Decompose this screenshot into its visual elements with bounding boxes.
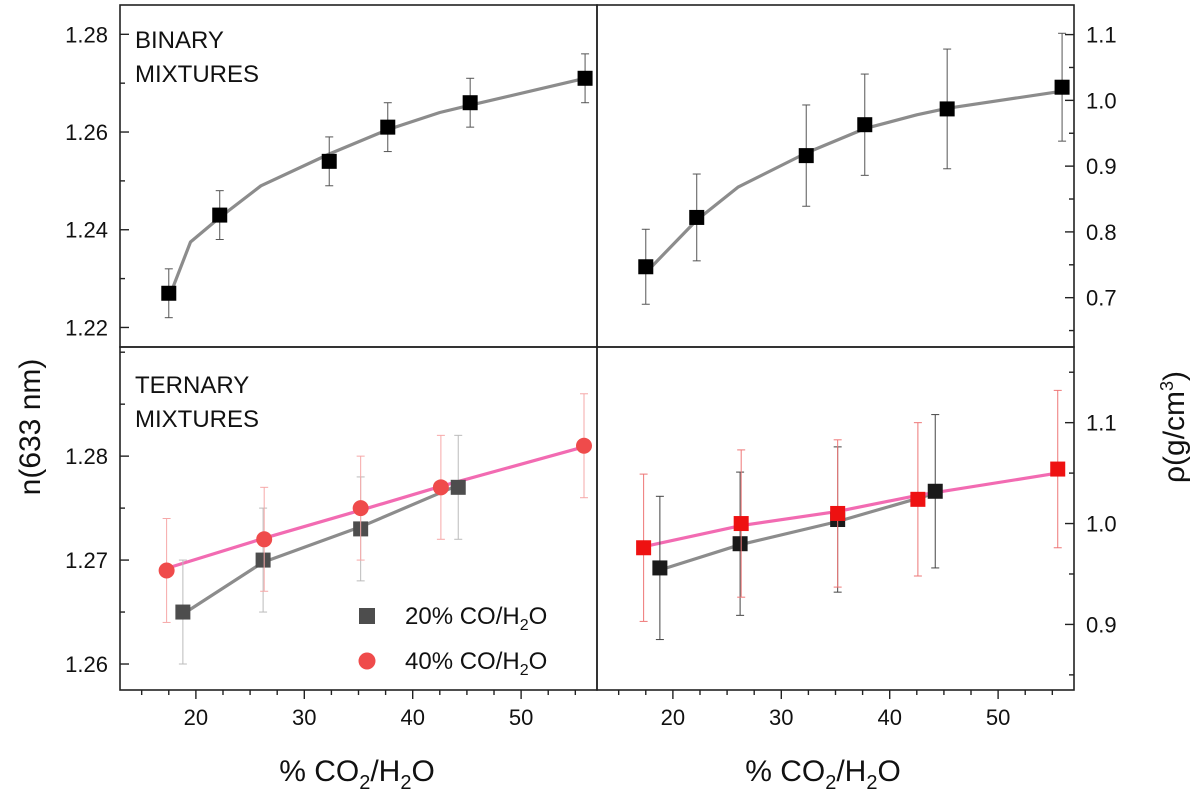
data-point-ternary-density-s0-0: [652, 560, 668, 576]
right-x-title-mid: /H: [836, 755, 866, 788]
y-tick-label-ternary-density: 1.0: [1086, 512, 1117, 537]
legend-40pct-main: 40% CO/H: [405, 648, 520, 675]
data-point-ternary-density-s1-1: [733, 516, 749, 532]
data-point-ternary-refractive-index-s1-4: [575, 437, 592, 454]
ternary-label-line-2: MIXTURES: [135, 406, 259, 433]
left-x-title-end: O: [411, 755, 434, 788]
x-tick-label-ternary-density: 50: [986, 705, 1010, 730]
data-point-binary-density-s0-1: [689, 209, 705, 225]
panel-frame-binary-refractive-index: [119, 4, 598, 348]
data-point-binary-density-s0-0: [638, 259, 654, 275]
right-x-title-sub2: 2: [866, 772, 877, 791]
chart-data-layer: [158, 32, 1070, 665]
x-tick-label-ternary-refractive-index: 40: [400, 705, 424, 730]
data-point-binary-density-s0-5: [1054, 79, 1070, 95]
data-point-ternary-refractive-index-s1-3: [432, 479, 449, 496]
legend-marker-40pct: [358, 652, 376, 670]
data-point-ternary-refractive-index-s1-0: [158, 562, 175, 579]
legend-label-20pct: 20% CO/H2O: [405, 603, 547, 634]
x-tick-label-ternary-density: 20: [661, 705, 685, 730]
y-tick-label-binary-refractive-index: 1.22: [65, 315, 108, 340]
legend-20pct-main: 20% CO/H: [405, 603, 520, 630]
x-tick-label-ternary-refractive-index: 30: [292, 705, 316, 730]
y-tick-label-ternary-density: 1.1: [1086, 411, 1117, 436]
y-tick-label-ternary-refractive-index: 1.26: [65, 652, 108, 677]
right-x-title-main: % CO: [745, 755, 825, 788]
data-point-binary-refractive-index-s0-3: [380, 119, 396, 135]
data-point-binary-density-s0-4: [939, 101, 955, 117]
data-point-binary-refractive-index-s0-0: [161, 285, 177, 301]
right-x-title-sub1: 2: [825, 772, 836, 791]
y-tick-label-binary-density: 0.8: [1086, 220, 1117, 245]
left-y-axis-title: n(633 nm): [14, 359, 47, 496]
y-tick-label-binary-refractive-index: 1.28: [65, 22, 108, 47]
right-y-title-main: ρ(g/cm: [1158, 391, 1191, 483]
y-tick-label-binary-density: 0.9: [1086, 154, 1117, 179]
legend-marker-20pct: [359, 608, 375, 624]
data-point-binary-density-s0-2: [798, 148, 814, 164]
right-y-axis-title: ρ(g/cm3): [1157, 371, 1191, 483]
data-point-binary-refractive-index-s0-5: [577, 70, 593, 86]
legend-label-40pct: 40% CO/H2O: [405, 648, 547, 679]
left-x-title-sub2: 2: [400, 772, 411, 791]
x-tick-label-ternary-refractive-index: 50: [509, 705, 533, 730]
data-point-binary-refractive-index-s0-4: [462, 95, 478, 111]
right-y-title-sup: 3: [1157, 381, 1177, 391]
data-point-ternary-refractive-index-s1-1: [256, 531, 273, 548]
data-point-ternary-density-s1-2: [830, 505, 846, 521]
left-x-title-sub1: 2: [359, 772, 370, 791]
data-point-ternary-density-s0-1: [732, 536, 748, 552]
legend: 20% CO/H2O 40% CO/H2O: [358, 603, 547, 679]
data-point-ternary-density-s1-0: [636, 540, 652, 556]
data-point-ternary-density-s1-4: [1050, 461, 1066, 477]
data-point-ternary-refractive-index-s1-2: [352, 500, 369, 517]
legend-40pct-sub: 2: [520, 662, 529, 679]
data-point-ternary-refractive-index-s0-3: [450, 479, 466, 495]
fit-line-binary-density-0: [644, 89, 1063, 274]
right-x-axis-title: % CO2/H2O: [745, 755, 901, 791]
fit-line-ternary-density-1: [643, 471, 1058, 549]
binary-label-line-2: MIXTURES: [135, 61, 259, 88]
y-tick-label-binary-density: 1.0: [1086, 88, 1117, 113]
left-x-title-main: % CO: [279, 755, 359, 788]
y-tick-label-ternary-refractive-index: 1.28: [65, 444, 108, 469]
y-tick-label-binary-refractive-index: 1.26: [65, 120, 108, 145]
data-point-ternary-refractive-index-s0-0: [175, 604, 191, 620]
fit-line-binary-refractive-index-0: [167, 76, 586, 299]
x-tick-label-ternary-density: 30: [769, 705, 793, 730]
x-tick-label-ternary-refractive-index: 20: [184, 705, 208, 730]
y-tick-label-binary-refractive-index: 1.24: [65, 218, 108, 243]
legend-20pct-end: O: [529, 603, 548, 630]
ternary-label-line-1: TERNARY: [135, 372, 249, 399]
left-x-title-mid: /H: [370, 755, 400, 788]
data-point-ternary-density-s1-3: [910, 491, 926, 507]
binary-label-line-1: BINARY: [135, 27, 224, 54]
x-tick-label-ternary-density: 40: [877, 705, 901, 730]
y-tick-label-ternary-refractive-index: 1.27: [65, 548, 108, 573]
data-point-ternary-refractive-index-s0-1: [255, 552, 271, 568]
y-tick-label-ternary-density: 0.9: [1086, 612, 1117, 637]
data-point-ternary-density-s0-3: [927, 483, 943, 499]
legend-20pct-sub: 2: [520, 617, 529, 634]
right-y-title-end: ): [1158, 371, 1191, 381]
fit-line-ternary-refractive-index-1: [166, 445, 585, 570]
panel-frame-binary-density: [596, 4, 1075, 348]
data-point-binary-refractive-index-s0-1: [212, 207, 228, 223]
fit-line-ternary-refractive-index-0: [182, 483, 459, 616]
fit-line-ternary-density-0: [659, 491, 936, 572]
left-x-axis-title: % CO2/H2O: [279, 755, 435, 791]
legend-40pct-end: O: [529, 648, 548, 675]
right-x-title-end: O: [877, 755, 900, 788]
axes-layer: 1.22 1.24 1.26 1.28 0.7 0.8 0.9 1.0 1.1 1.26 1.27 1…: [65, 22, 1116, 730]
data-point-binary-refractive-index-s0-2: [321, 153, 337, 169]
data-point-binary-density-s0-3: [857, 117, 873, 133]
y-tick-label-binary-density: 1.1: [1086, 23, 1117, 48]
y-tick-label-binary-density: 0.7: [1086, 286, 1117, 311]
